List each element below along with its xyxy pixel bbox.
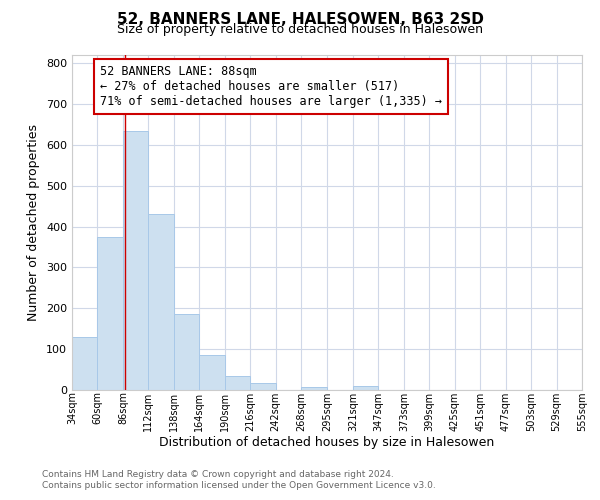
Y-axis label: Number of detached properties: Number of detached properties bbox=[28, 124, 40, 321]
Bar bbox=[123, 130, 148, 390]
Text: 52, BANNERS LANE, HALESOWEN, B63 2SD: 52, BANNERS LANE, HALESOWEN, B63 2SD bbox=[116, 12, 484, 28]
Bar bbox=[72, 337, 97, 390]
Text: Contains HM Land Registry data © Crown copyright and database right 2024.
Contai: Contains HM Land Registry data © Crown c… bbox=[42, 470, 436, 490]
X-axis label: Distribution of detached houses by size in Halesowen: Distribution of detached houses by size … bbox=[160, 436, 494, 450]
Bar bbox=[199, 356, 225, 390]
Bar bbox=[97, 237, 123, 390]
Bar bbox=[353, 386, 379, 390]
Bar bbox=[225, 376, 250, 390]
Bar bbox=[250, 382, 275, 390]
Bar bbox=[148, 214, 174, 390]
Text: 52 BANNERS LANE: 88sqm
← 27% of detached houses are smaller (517)
71% of semi-de: 52 BANNERS LANE: 88sqm ← 27% of detached… bbox=[100, 65, 442, 108]
Bar bbox=[174, 314, 199, 390]
Text: Size of property relative to detached houses in Halesowen: Size of property relative to detached ho… bbox=[117, 22, 483, 36]
Bar bbox=[301, 386, 326, 390]
